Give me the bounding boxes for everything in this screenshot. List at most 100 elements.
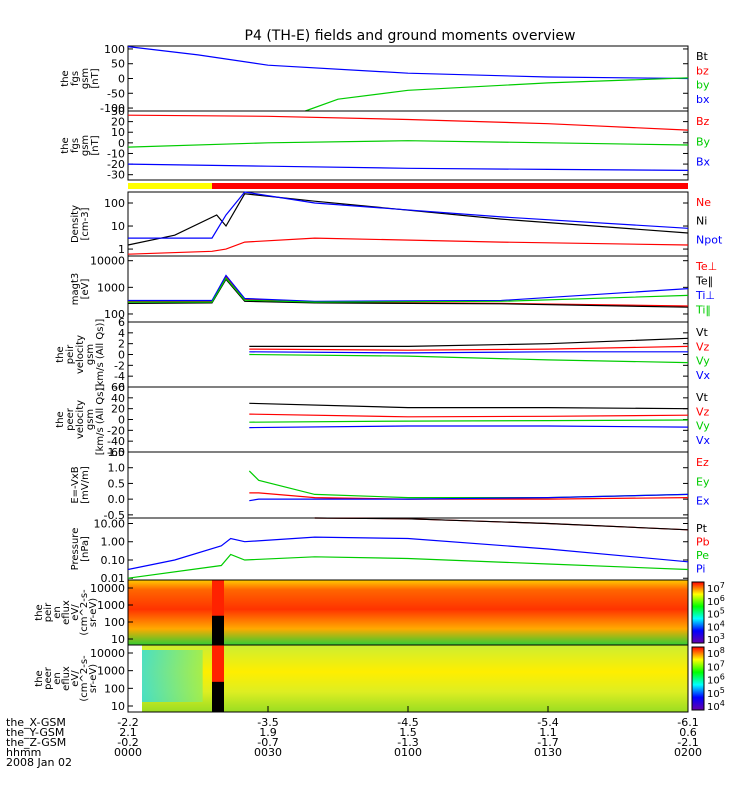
spectrogram: 10000 1000 100 10 thepeerenefluxeV/(cm^2-s-s… — [34, 644, 725, 713]
x-row-label: the_X-GSM — [6, 716, 66, 729]
data-gap — [128, 645, 142, 712]
y-tick-label: -0.5 — [104, 509, 125, 522]
y-tick-label: 6 — [118, 316, 125, 329]
y-axis-label: thepeerenefluxeV/(cm^2-s-sr-eV) — [34, 655, 99, 702]
panel-frame — [127, 451, 689, 519]
y-tick-label: 100 — [104, 308, 125, 321]
x-row-value: 0.6 — [679, 726, 697, 739]
y-axis-label-line: E=-VxB — [70, 466, 81, 503]
y-axis-label-line: velocity — [75, 335, 86, 374]
y-axis-label-line: peir — [65, 344, 76, 364]
colorbar-tick-exponent: 7 — [720, 659, 725, 668]
y-axis-label-line: the — [34, 670, 45, 686]
x-row-value: -0.2 — [117, 736, 138, 749]
y-tick-label: 1000 — [97, 281, 125, 294]
x-row-label: the_Y-GSM — [6, 726, 64, 739]
legend-entry: Pt — [696, 522, 708, 535]
y-axis-label-line: peir — [43, 602, 54, 622]
y-axis-label: thepeervelocitygsm[km/s (All Qs)] — [55, 384, 106, 456]
panel-frame — [127, 255, 689, 323]
colorbar-tick-exponent: 6 — [720, 673, 725, 682]
y-tick-label: 10 — [111, 126, 125, 139]
y-tick-label: 4 — [118, 327, 125, 340]
y-axis-label-line: [nPa] — [80, 536, 91, 562]
panel-frame — [127, 191, 689, 257]
colorbar — [691, 581, 705, 644]
y-tick-label: 20 — [111, 116, 125, 129]
legend-entry: Pi — [696, 563, 705, 576]
legend-entry: Vy — [696, 355, 710, 368]
legend-entry: Vy — [696, 420, 710, 433]
panel-frame — [127, 386, 689, 453]
series-line — [127, 46, 689, 80]
panel-frame — [127, 45, 689, 112]
y-tick-label: 0 — [118, 349, 125, 362]
colorbar-tick-label: 105 — [707, 686, 725, 700]
legend-entry: Vt — [696, 326, 709, 339]
y-tick-label: 10 — [111, 700, 125, 713]
series-line — [249, 402, 689, 410]
y-axis-label-line: [km/s (All Qs)] — [95, 384, 106, 456]
y-axis-label-line: sr-eV) — [88, 664, 99, 693]
legend-entry: Ti‖ — [695, 304, 711, 317]
colorbar-tick-exponent: 3 — [720, 632, 725, 641]
y-tick-label: 60 — [111, 381, 125, 394]
legend-entry: bx — [696, 93, 710, 106]
y-axis-label-line: [nT] — [90, 68, 101, 88]
y-axis-label-line: the — [55, 346, 66, 362]
x-row-value: -4.5 — [397, 716, 418, 729]
y-tick-label: 0.0 — [108, 493, 126, 506]
y-tick-label: 10 — [111, 633, 125, 646]
y-axis-label-line: [km/s (All Qs)] — [95, 319, 106, 391]
y-tick-label: 1 — [118, 243, 125, 256]
y-tick-label: 30 — [111, 105, 125, 118]
y-axis-label-line: velocity — [75, 400, 86, 439]
x-axis-date: 2008 Jan 02 — [6, 756, 72, 769]
data-gap — [212, 681, 224, 712]
panel: 10000 1000 100 magt3[eV] Te⊥ Te‖Ti⊥ Ti‖ — [70, 255, 717, 323]
y-axis-label-line: [eV] — [80, 279, 91, 300]
y-tick-label: 2 — [118, 338, 125, 351]
y-axis-label-line: (cm^2-s- — [79, 655, 90, 702]
y-tick-label: -6 — [114, 381, 125, 394]
series-line — [127, 163, 689, 171]
series-line — [249, 337, 689, 347]
series-line — [128, 277, 689, 303]
y-axis-label-line: eV/ — [70, 604, 81, 621]
x-row-value: -1.7 — [537, 736, 558, 749]
series-line — [127, 114, 689, 131]
y-axis-label-line: gsm — [80, 135, 91, 156]
y-tick-label: -20 — [107, 424, 125, 437]
y-axis-label-line: (cm^2-s- — [79, 589, 90, 636]
legend-entry: Vt — [696, 391, 709, 404]
y-tick-label: 100 — [104, 616, 125, 629]
y-axis-label-line: fgs — [70, 138, 81, 153]
legend-entry: Npot — [696, 233, 723, 246]
colorbar-tick-exponent: 5 — [720, 607, 725, 616]
series-line — [249, 492, 689, 500]
colorbar-tick-exponent: 4 — [720, 619, 725, 628]
y-axis-label: Pressure[nPa] — [70, 528, 91, 571]
legend-entry: By — [696, 135, 711, 148]
y-axis-label-line: fgs — [70, 71, 81, 86]
y-tick-label: 10.00 — [94, 517, 126, 530]
legend-entry: Ti⊥ — [695, 289, 715, 302]
colorbar-tick-label: 108 — [707, 646, 725, 660]
panel: 100 10 1 Density[cm-3] Ne Ni Npot — [70, 191, 723, 257]
y-axis-label: thepeirvelocitygsm[km/s (All Qs)] — [55, 319, 106, 391]
y-tick-label: 1000 — [97, 599, 125, 612]
series-line — [127, 193, 689, 246]
legend-entry: bz — [696, 64, 709, 77]
y-axis-label-line: peer — [65, 407, 76, 431]
legend-entry: Pe — [696, 549, 709, 562]
legend-entry: Ez — [696, 456, 709, 469]
y-tick-label: -4 — [114, 370, 125, 383]
y-tick-label: 40 — [111, 392, 125, 405]
y-axis-label-line: eflux — [61, 666, 72, 691]
x-row-value: 1.9 — [259, 726, 277, 739]
y-axis-label: thefgsgsm[nT] — [60, 135, 101, 156]
series-line — [128, 274, 689, 302]
